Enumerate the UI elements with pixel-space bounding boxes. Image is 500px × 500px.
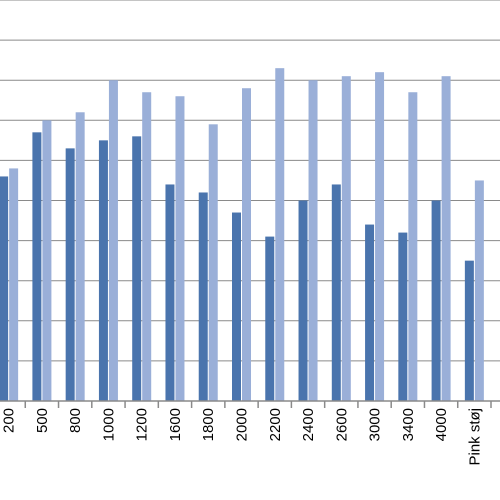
bar-series-1-2400 xyxy=(298,200,308,401)
x-tick-label: 2400 xyxy=(300,408,317,441)
x-tick-label: 1200 xyxy=(134,408,151,441)
bar-series-2-200 xyxy=(9,168,19,401)
x-tick-label: 1800 xyxy=(200,408,217,441)
bar-series-2-1600 xyxy=(175,96,185,402)
x-tick-label: Pink støj xyxy=(466,408,483,466)
x-axis xyxy=(0,400,500,408)
bar-series-1-1200 xyxy=(132,136,142,401)
bar-series-2-2400 xyxy=(308,80,318,401)
x-tick-label: 200 xyxy=(1,408,18,433)
bar-series-2-4000 xyxy=(441,76,451,401)
bar-series-2-1000 xyxy=(108,80,118,401)
bar-series-2-500 xyxy=(42,120,52,402)
x-tick-label: 3400 xyxy=(400,408,417,441)
x-tick-label: 2000 xyxy=(234,408,251,441)
x-tick-label: 1000 xyxy=(100,408,117,441)
bar-series-1-pink-støj xyxy=(464,260,474,401)
bar-series-1-800 xyxy=(65,148,75,401)
bar-series-2-2600 xyxy=(341,76,351,401)
bar-series-1-1800 xyxy=(198,192,208,401)
bar-series-1-4000 xyxy=(431,200,441,401)
x-tick-label: 800 xyxy=(67,408,84,433)
bar-series-2-2000 xyxy=(242,88,251,401)
bar-series-1-1000 xyxy=(98,140,108,401)
bar-series-2-pink-støj xyxy=(474,180,484,401)
bar-area xyxy=(0,68,484,402)
bar-series-1-2200 xyxy=(265,236,275,401)
bar-series-1-200 xyxy=(0,176,9,401)
bar-series-2-3000 xyxy=(375,72,385,402)
bar-series-1-500 xyxy=(32,132,42,401)
bar-series-1-2000 xyxy=(232,212,241,401)
bar-series-1-2600 xyxy=(331,184,341,401)
bar-series-2-3400 xyxy=(408,92,418,401)
x-tick-label: 4000 xyxy=(433,408,450,441)
x-tick-label: 1600 xyxy=(167,408,184,441)
x-tick-labels: 200 500 800 1000 1200 1600 1800 2000 2200 2400 260… xyxy=(1,408,484,466)
bar-series-1-3400 xyxy=(398,232,408,401)
x-tick-label: 2200 xyxy=(267,408,284,441)
x-tick-label: 500 xyxy=(34,408,51,433)
bar-series-1-1600 xyxy=(165,184,175,401)
x-tick-label: 2600 xyxy=(333,408,350,441)
bar-series-1-3000 xyxy=(365,224,375,401)
x-tick-label: 3000 xyxy=(367,408,384,441)
bar-series-2-1200 xyxy=(142,92,152,401)
bar-series-2-2200 xyxy=(275,68,285,402)
bar-series-2-800 xyxy=(75,112,85,401)
bar-series-2-1800 xyxy=(208,124,218,401)
